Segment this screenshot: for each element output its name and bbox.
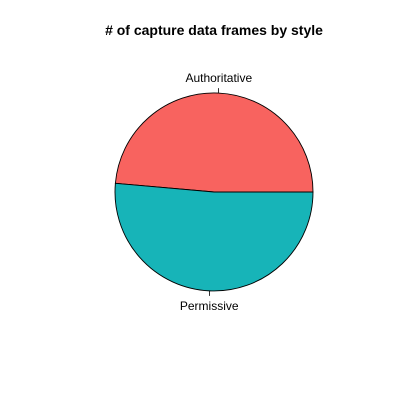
pie-slice-permissive: [114, 182, 314, 292]
pie-label-permissive: Permissive: [180, 299, 239, 313]
pie-slice-authoritative: [114, 92, 314, 193]
pie-label-authoritative: Authoritative: [185, 71, 252, 85]
pie-slices: [114, 92, 314, 292]
pie-labels: Authoritative Permissive: [180, 71, 253, 313]
chart-title: # of capture data frames by style: [105, 22, 323, 38]
